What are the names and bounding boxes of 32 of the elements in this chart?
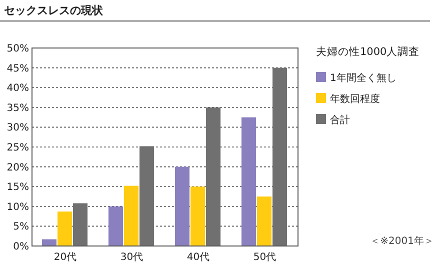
x-tick-label: 40代 bbox=[186, 252, 210, 263]
bar bbox=[140, 146, 154, 246]
y-tick-label: 35% bbox=[6, 102, 29, 114]
x-tick-label: 50代 bbox=[253, 252, 276, 263]
y-tick-label: 25% bbox=[6, 142, 29, 154]
y-tick-label: 0% bbox=[13, 242, 29, 252]
bar bbox=[256, 196, 272, 246]
x-tick-label: 20代 bbox=[54, 252, 77, 263]
y-tick-label: 50% bbox=[6, 44, 29, 54]
legend-label: 合計 bbox=[330, 114, 350, 126]
bar bbox=[124, 186, 139, 246]
y-tick-label: 10% bbox=[6, 202, 29, 213]
chart-title: セックスレスの現状 bbox=[4, 4, 104, 17]
bar bbox=[206, 107, 221, 246]
bar bbox=[73, 203, 88, 246]
bar bbox=[190, 186, 206, 246]
bar bbox=[272, 68, 288, 246]
y-tick-label: 30% bbox=[6, 122, 29, 134]
bar bbox=[174, 166, 190, 246]
bar bbox=[108, 206, 123, 246]
x-tick-label: 30代 bbox=[120, 252, 144, 263]
y-tick-label: 45% bbox=[6, 63, 29, 74]
y-tick-label: 40% bbox=[6, 83, 29, 94]
y-tick-label: 5% bbox=[13, 222, 29, 233]
legend-label: 年数回程度 bbox=[330, 93, 380, 105]
bar bbox=[57, 212, 72, 246]
text: ＜※2001年＞ bbox=[370, 235, 434, 247]
bar bbox=[241, 117, 256, 246]
legend-title: 夫婦の性1000人調査 bbox=[316, 45, 420, 58]
y-tick-label: 20% bbox=[6, 162, 29, 174]
legend-label: 1年間全く無し bbox=[330, 72, 396, 84]
y-tick-label: 15% bbox=[6, 182, 29, 194]
